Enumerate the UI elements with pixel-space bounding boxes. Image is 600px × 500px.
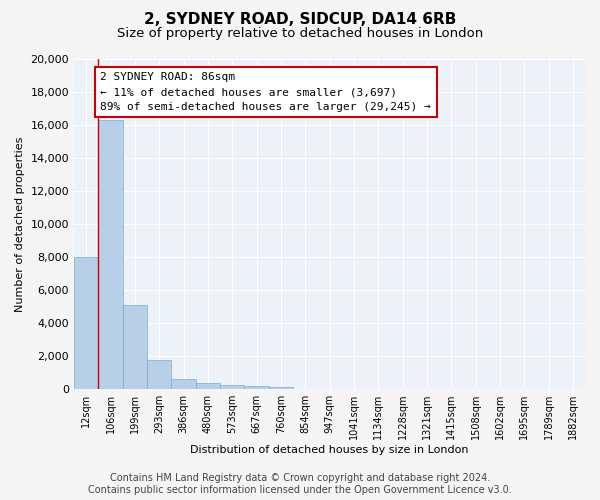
X-axis label: Distribution of detached houses by size in London: Distribution of detached houses by size … (190, 445, 469, 455)
Y-axis label: Number of detached properties: Number of detached properties (15, 136, 25, 312)
Text: 2 SYDNEY ROAD: 86sqm
← 11% of detached houses are smaller (3,697)
89% of semi-de: 2 SYDNEY ROAD: 86sqm ← 11% of detached h… (100, 72, 431, 112)
Bar (196, 383, 220, 389)
Bar (74, 257, 98, 389)
Text: 2, SYDNEY ROAD, SIDCUP, DA14 6RB: 2, SYDNEY ROAD, SIDCUP, DA14 6RB (144, 12, 456, 28)
Text: Size of property relative to detached houses in London: Size of property relative to detached ho… (117, 28, 483, 40)
Bar (269, 387, 293, 389)
Bar (244, 386, 269, 389)
Bar (172, 379, 196, 389)
Bar (123, 305, 147, 389)
Bar (220, 385, 244, 389)
Text: Contains HM Land Registry data © Crown copyright and database right 2024.
Contai: Contains HM Land Registry data © Crown c… (88, 474, 512, 495)
Bar (98, 120, 123, 389)
Bar (147, 360, 172, 389)
